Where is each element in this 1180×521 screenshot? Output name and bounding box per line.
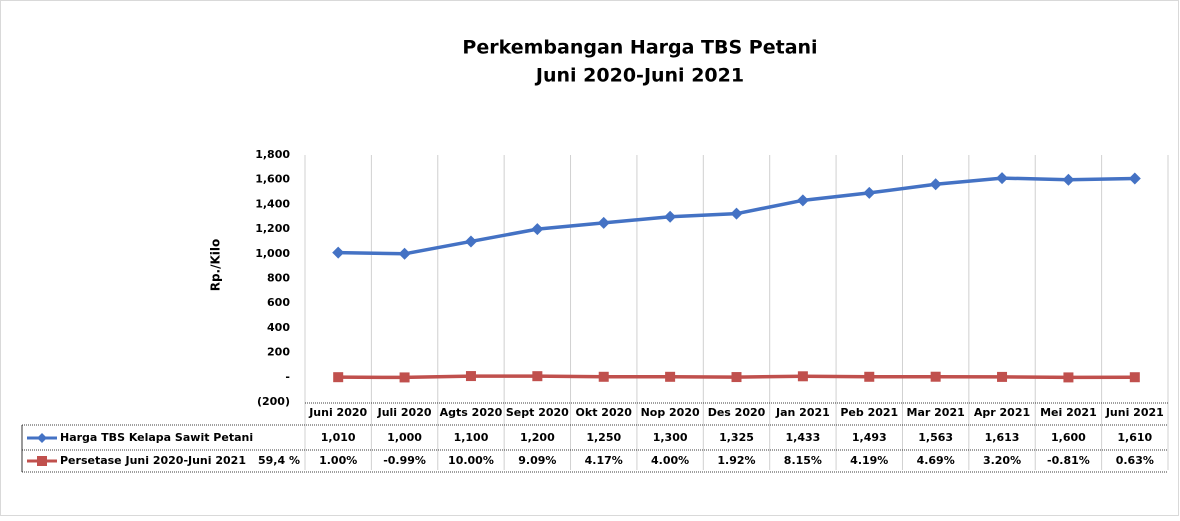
y-tick-label: 600	[267, 296, 290, 309]
table-cell: -0.81%	[1047, 454, 1090, 467]
y-tick-label: 1,000	[255, 247, 290, 260]
marker	[797, 371, 808, 382]
table-cell: 0.63%	[1116, 454, 1154, 467]
marker	[731, 372, 742, 383]
x-tick-label: Agts 2020	[440, 406, 503, 419]
table-cell: 1,600	[1051, 431, 1086, 444]
marker	[863, 186, 876, 199]
marker	[664, 210, 677, 223]
table-cell: 1,000	[387, 431, 422, 444]
marker	[465, 371, 476, 382]
marker	[1062, 173, 1075, 186]
table-cell: 1,100	[454, 431, 489, 444]
y-tick-label: 1,600	[255, 173, 290, 186]
legend-marker	[37, 456, 47, 466]
y-tick-label: 800	[267, 272, 290, 285]
x-tick-label: Juli 2020	[377, 406, 432, 419]
marker	[1063, 372, 1074, 383]
marker	[464, 235, 477, 248]
marker	[665, 371, 676, 382]
marker	[1128, 172, 1141, 185]
marker	[1129, 372, 1140, 383]
y-tick-label: (200)	[257, 395, 290, 408]
table-cell: 1,610	[1117, 431, 1152, 444]
y-tick-label: 1,400	[255, 197, 290, 210]
x-tick-label: Mar 2021	[907, 406, 965, 419]
marker	[531, 223, 544, 236]
table-cell: 1,613	[985, 431, 1020, 444]
x-tick-label: Jan 2021	[775, 406, 830, 419]
marker	[398, 247, 411, 260]
marker	[332, 246, 345, 259]
table-cell: 9.09%	[518, 454, 556, 467]
total-label: 59,4 %	[258, 454, 300, 467]
marker	[532, 371, 543, 382]
table-cell: 4.00%	[651, 454, 689, 467]
x-tick-label: Juni 2021	[1105, 406, 1164, 419]
table-cell: 1.00%	[319, 454, 357, 467]
table-cell: 1,563	[918, 431, 953, 444]
legend-label: Persetase Juni 2020-Juni 2021	[60, 454, 246, 467]
x-tick-label: Peb 2021	[840, 406, 898, 419]
y-axis-label: Rp./Kilo	[209, 239, 223, 292]
table-cell: 1,493	[852, 431, 887, 444]
y-tick-label: 1,200	[255, 222, 290, 235]
marker	[598, 371, 609, 382]
marker	[997, 371, 1008, 382]
y-tick-label: 400	[267, 321, 290, 334]
chart-subtitle: Juni 2020-Juni 2021	[534, 65, 744, 87]
table-cell: 8.15%	[784, 454, 822, 467]
chart-title: Perkembangan Harga TBS Petani	[462, 37, 817, 59]
table-cell: 1,250	[586, 431, 621, 444]
table-cell: -0.99%	[383, 454, 426, 467]
marker	[930, 371, 941, 382]
x-tick-label: Juni 2020	[308, 406, 367, 419]
table-cell: 4.69%	[917, 454, 955, 467]
table-cell: 1.92%	[717, 454, 755, 467]
marker	[929, 178, 942, 191]
marker	[730, 207, 743, 220]
marker	[597, 216, 610, 229]
table-cell: 1,200	[520, 431, 555, 444]
legend-label: Harga TBS Kelapa Sawit Petani	[60, 431, 253, 444]
table-cell: 4.19%	[850, 454, 888, 467]
marker	[399, 372, 410, 383]
table-cell: 10.00%	[448, 454, 494, 467]
table-cell: 1,325	[719, 431, 754, 444]
y-tick-label: -	[285, 370, 290, 383]
marker	[333, 372, 344, 383]
marker	[796, 194, 809, 207]
table-cell: 3.20%	[983, 454, 1021, 467]
y-tick-label: 200	[267, 346, 290, 359]
table-cell: 1,433	[785, 431, 820, 444]
legend-marker	[37, 433, 47, 443]
marker	[996, 172, 1009, 185]
x-tick-label: Des 2020	[708, 406, 766, 419]
table-cell: 4.17%	[585, 454, 623, 467]
x-tick-label: Mei 2021	[1040, 406, 1097, 419]
table-cell: 1,010	[321, 431, 356, 444]
table-cell: 1,300	[653, 431, 688, 444]
x-tick-label: Nop 2020	[641, 406, 700, 419]
x-tick-label: Sept 2020	[506, 406, 569, 419]
y-tick-label: 1,800	[255, 148, 290, 161]
marker	[864, 371, 875, 382]
x-tick-label: Apr 2021	[974, 406, 1030, 419]
x-tick-label: Okt 2020	[576, 406, 633, 419]
